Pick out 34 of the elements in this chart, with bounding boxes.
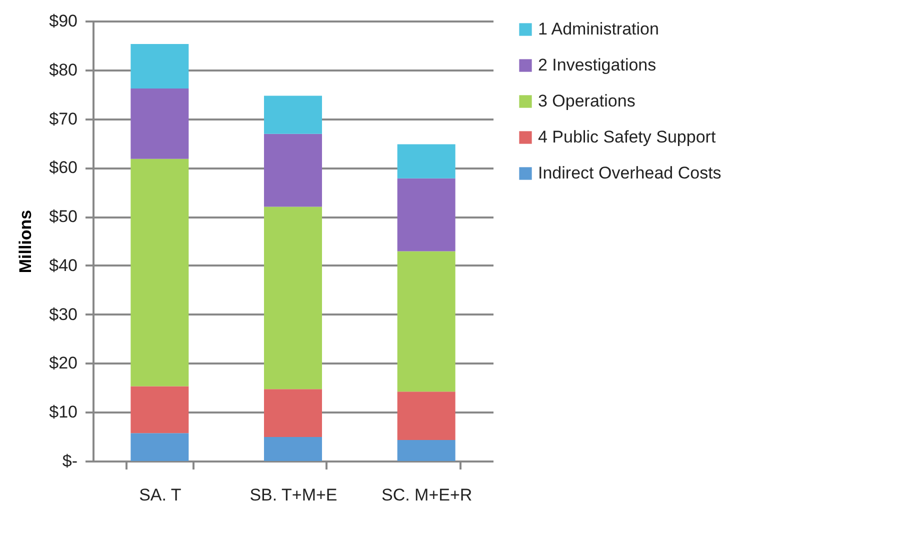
bar <box>130 88 189 159</box>
y-tick-label: $80 <box>49 60 78 80</box>
bar <box>397 178 456 252</box>
bar <box>264 134 322 207</box>
y-tick-label: $60 <box>49 158 78 178</box>
y-tick-label: $70 <box>49 109 78 128</box>
y-tick-label: $30 <box>49 304 78 324</box>
bar <box>397 440 456 461</box>
bar <box>397 251 456 392</box>
x-tick-label: SA. T <box>139 486 182 504</box>
legend-label: Indirect Overhead Costs <box>538 164 722 182</box>
bar <box>130 433 189 461</box>
y-tick-label: $10 <box>49 402 78 422</box>
bar <box>264 389 322 438</box>
legend-label: 1 Administration <box>538 20 659 38</box>
x-tick-label: SC. M+E+R <box>381 486 472 504</box>
y-tick-label: $- <box>62 452 78 470</box>
y-tick-label: $20 <box>49 354 78 373</box>
y-tick-label: $90 <box>49 12 78 30</box>
bar <box>130 44 189 88</box>
legend-label: 3 Operations <box>538 92 636 110</box>
bar <box>130 158 189 386</box>
bar <box>264 206 322 390</box>
legend-label: 2 Investigations <box>538 56 656 74</box>
bar <box>397 144 456 178</box>
x-tick-label: SB. T+M+E <box>250 486 338 504</box>
bar <box>130 386 189 434</box>
bar <box>397 392 456 440</box>
y-axis-title: Millions <box>16 210 36 274</box>
bar <box>264 437 322 461</box>
legend-label: 4 Public Safety Support <box>538 128 716 146</box>
bar <box>264 96 322 134</box>
y-tick-label: $40 <box>49 256 78 275</box>
y-tick-label: $50 <box>49 207 78 226</box>
